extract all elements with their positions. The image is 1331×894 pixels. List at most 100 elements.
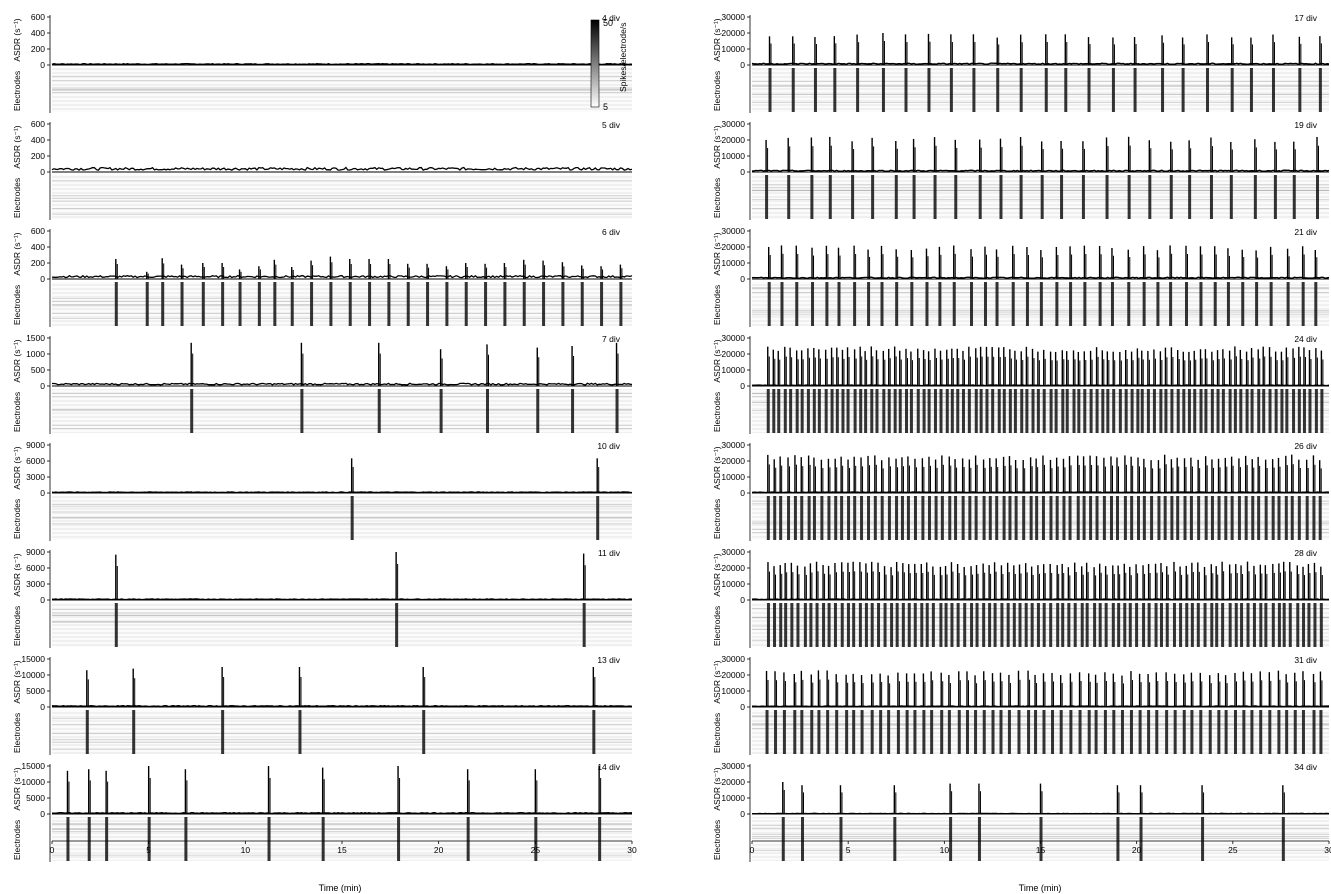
burst-raster bbox=[974, 710, 978, 754]
y-tick-label: 20000 bbox=[721, 563, 745, 573]
burst-raster bbox=[1049, 496, 1053, 540]
y-axis-label-asdr: ASDR (s⁻¹) bbox=[12, 339, 22, 382]
burst-raster bbox=[1061, 389, 1065, 433]
panel-7-div: 1500 1000 500 0 ASDR (s⁻¹) Electrodes 7 div bbox=[12, 333, 633, 434]
burst-raster bbox=[1201, 817, 1205, 861]
panel-label: 10 div bbox=[597, 441, 620, 451]
burst-raster bbox=[1182, 710, 1186, 754]
burst-raster bbox=[954, 496, 958, 540]
electrode-raster bbox=[52, 603, 632, 647]
asdr-baseline bbox=[51, 598, 633, 601]
y-axis-label-electrodes: Electrodes bbox=[12, 285, 22, 325]
burst-raster bbox=[856, 68, 860, 112]
panel-label: 26 div bbox=[1294, 441, 1317, 451]
panel-34-div: 30000 20000 10000 0 ASDR (s⁻¹) Electrodes 34 d… bbox=[712, 761, 1330, 862]
burst-raster bbox=[1157, 496, 1161, 540]
burst-raster bbox=[522, 282, 526, 326]
y-axis-label-asdr: ASDR (s⁻¹) bbox=[12, 767, 22, 810]
burst-raster bbox=[827, 603, 831, 647]
burst-raster bbox=[912, 175, 916, 219]
burst-raster bbox=[871, 175, 875, 219]
burst-raster bbox=[1264, 603, 1268, 647]
burst-raster bbox=[1206, 68, 1210, 112]
burst-raster bbox=[974, 389, 978, 433]
y-tick-label: 3000 bbox=[26, 472, 45, 482]
burst-raster bbox=[1110, 282, 1114, 326]
burst-raster bbox=[904, 389, 908, 433]
y-tick-label: 0 bbox=[40, 60, 45, 70]
burst-raster bbox=[290, 282, 294, 326]
burst-raster bbox=[1140, 389, 1144, 433]
burst-raster bbox=[1130, 496, 1134, 540]
burst-raster bbox=[1161, 68, 1165, 112]
y-axis-label-electrodes: Electrodes bbox=[12, 499, 22, 539]
burst-raster bbox=[881, 68, 885, 112]
burst-raster bbox=[806, 389, 810, 433]
burst-raster bbox=[1014, 496, 1018, 540]
y-tick-label: 30000 bbox=[721, 761, 745, 771]
burst-raster bbox=[961, 389, 965, 433]
burst-raster bbox=[952, 282, 956, 326]
burst-raster bbox=[787, 175, 791, 219]
burst-raster bbox=[1288, 603, 1292, 647]
burst-raster bbox=[1302, 603, 1306, 647]
burst-raster bbox=[1112, 389, 1116, 433]
y-tick-label: 0 bbox=[40, 702, 45, 712]
y-axis-label-electrodes: Electrodes bbox=[712, 499, 722, 539]
burst-raster bbox=[1224, 710, 1228, 754]
burst-raster bbox=[900, 496, 904, 540]
burst-raster bbox=[1251, 496, 1255, 540]
y-axis-label-electrodes: Electrodes bbox=[12, 178, 22, 218]
burst-raster bbox=[1103, 710, 1107, 754]
burst-raster bbox=[991, 710, 995, 754]
burst-raster bbox=[781, 817, 785, 861]
burst-raster bbox=[801, 817, 805, 861]
burst-raster bbox=[1142, 282, 1146, 326]
burst-raster bbox=[1268, 710, 1272, 754]
burst-raster bbox=[1199, 710, 1203, 754]
burst-raster bbox=[1277, 710, 1281, 754]
burst-raster bbox=[1093, 603, 1097, 647]
burst-raster bbox=[956, 603, 960, 647]
burst-raster bbox=[997, 389, 1001, 433]
y-tick-label: 0 bbox=[740, 595, 745, 605]
burst-raster bbox=[777, 389, 781, 433]
burst-raster bbox=[1137, 496, 1141, 540]
burst-raster bbox=[1111, 68, 1115, 112]
burst-raster bbox=[464, 282, 468, 326]
burst-raster bbox=[1313, 603, 1317, 647]
burst-raster bbox=[1268, 389, 1272, 433]
burst-raster bbox=[1124, 389, 1128, 433]
burst-raster bbox=[1064, 68, 1068, 112]
burst-raster bbox=[596, 496, 600, 540]
burst-raster bbox=[1061, 603, 1065, 647]
burst-raster bbox=[534, 817, 538, 861]
burst-raster bbox=[387, 282, 391, 326]
y-axis-label-electrodes: Electrodes bbox=[712, 178, 722, 218]
burst-raster bbox=[190, 389, 194, 433]
y-tick-label: 10000 bbox=[721, 258, 745, 268]
burst-raster bbox=[913, 710, 917, 754]
asdr-baseline bbox=[51, 491, 633, 494]
burst-raster bbox=[1239, 389, 1243, 433]
burst-raster bbox=[1319, 710, 1323, 754]
burst-raster bbox=[1112, 710, 1116, 754]
burst-raster bbox=[925, 282, 929, 326]
burst-raster bbox=[1274, 389, 1278, 433]
burst-raster bbox=[1019, 175, 1023, 219]
burst-raster bbox=[1318, 496, 1322, 540]
burst-raster bbox=[1055, 496, 1059, 540]
burst-raster bbox=[870, 710, 874, 754]
burst-raster bbox=[1094, 710, 1098, 754]
burst-raster bbox=[1008, 496, 1012, 540]
burst-raster bbox=[961, 496, 965, 540]
burst-raster bbox=[1101, 389, 1105, 433]
asdr-baseline bbox=[52, 382, 633, 386]
burst-raster bbox=[87, 817, 91, 861]
burst-raster bbox=[1217, 496, 1221, 540]
burst-raster bbox=[1296, 603, 1300, 647]
y-tick-label: 0 bbox=[740, 60, 745, 70]
burst-raster bbox=[1228, 389, 1232, 433]
y-axis-label-asdr: ASDR (s⁻¹) bbox=[12, 553, 22, 596]
burst-raster bbox=[1285, 710, 1289, 754]
